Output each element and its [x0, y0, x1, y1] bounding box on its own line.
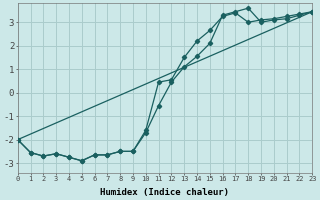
X-axis label: Humidex (Indice chaleur): Humidex (Indice chaleur) — [100, 188, 229, 197]
